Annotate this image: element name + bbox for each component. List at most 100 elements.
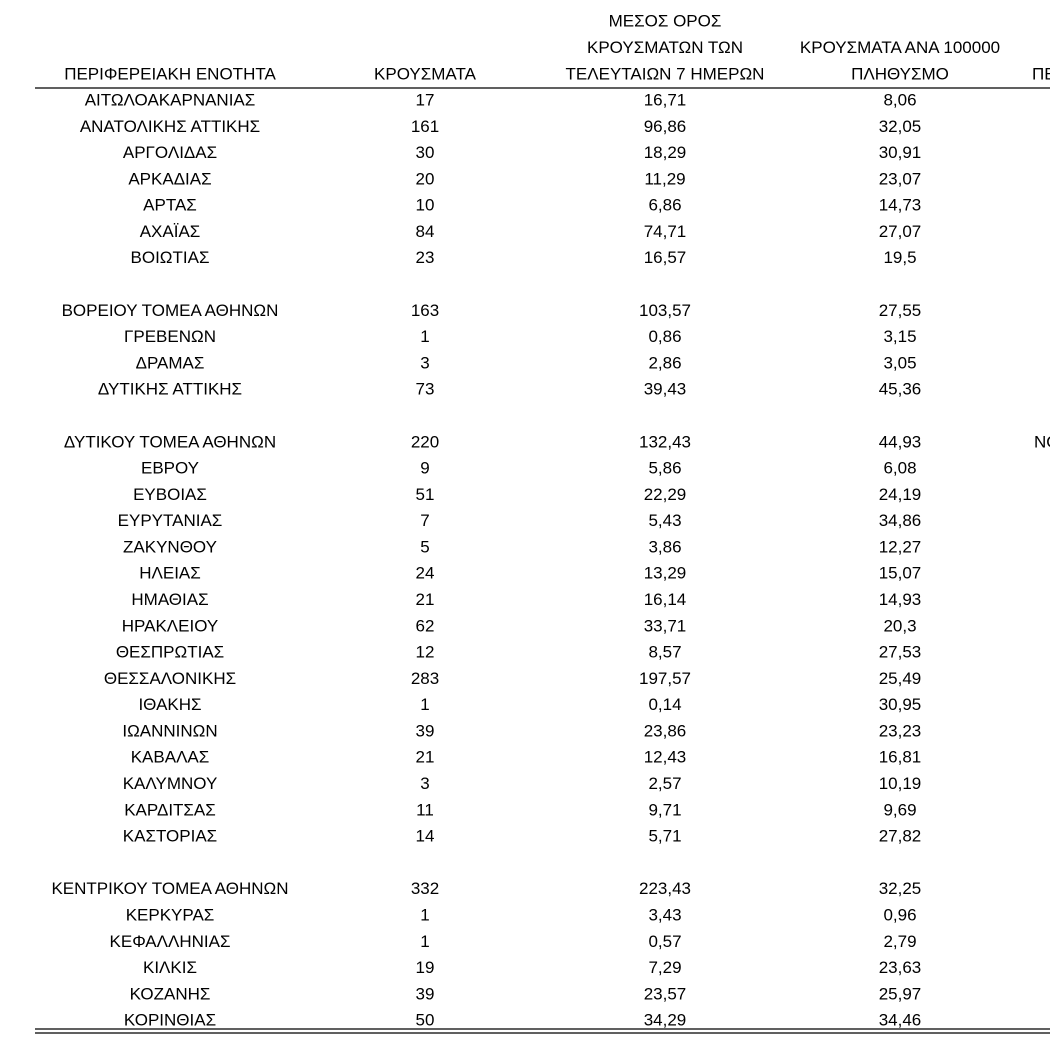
region-name: ΕΥΒΟΙΑΣ [133, 485, 207, 504]
cell: 17 [416, 90, 435, 109]
cell: 2,79 [883, 932, 916, 951]
cell: 16,57 [644, 248, 687, 267]
cell: 1 [420, 905, 429, 924]
cell: 7,29 [648, 958, 681, 977]
region-name: ΗΛΕΙΑΣ [139, 564, 201, 583]
cell: 39 [416, 721, 435, 740]
region-name: ΚΟΡΙΝΘΙΑΣ [124, 1011, 216, 1030]
cell: 2,86 [648, 353, 681, 372]
cell: 33,71 [644, 616, 687, 635]
region-name: ΑΡΓΟΛΙΔΑΣ [123, 143, 217, 162]
region-name: ΘΕΣΣΑΛΟΝΙΚΗΣ [104, 669, 236, 688]
cell: 27,07 [879, 222, 922, 241]
cell: 0,86 [648, 327, 681, 346]
cell: 5 [420, 537, 429, 556]
cell: 9,71 [648, 800, 681, 819]
cell: 30,95 [879, 695, 922, 714]
cell: 283 [411, 669, 439, 688]
cell: 220 [411, 432, 439, 451]
cell: 0,14 [648, 695, 681, 714]
cell: 18,29 [644, 143, 687, 162]
cell: 0,57 [648, 932, 681, 951]
cell: 7 [420, 511, 429, 530]
cell: 30 [416, 143, 435, 162]
cell: 1 [420, 695, 429, 714]
cell: 50 [416, 1011, 435, 1030]
cell: 9,69 [883, 800, 916, 819]
cell: 1 [420, 932, 429, 951]
region-name: ΑΡΚΑΔΙΑΣ [128, 169, 211, 188]
region-name: ΙΩΑΝΝΙΝΩΝ [122, 721, 217, 740]
cell: 23,57 [644, 984, 687, 1003]
cell: 24,19 [879, 485, 922, 504]
cell: 3 [420, 353, 429, 372]
header-cell: ΤΕΛΕΥΤΑΙΩΝ 7 ΗΜΕΡΩΝ [566, 64, 765, 83]
cell: 11 [416, 800, 434, 819]
cell: 23 [416, 248, 435, 267]
cell: 5,71 [648, 827, 681, 846]
cell: 25,97 [879, 984, 922, 1003]
cell: 132,43 [639, 432, 691, 451]
region-name: ΔΡΑΜΑΣ [136, 353, 205, 372]
region-name: ΚΕΝΤΡΙΚΟΥ ΤΟΜΕΑ ΑΘΗΝΩΝ [51, 879, 288, 898]
region-name: ΔΥΤΙΚΟΥ ΤΟΜΕΑ ΑΘΗΝΩΝ [64, 432, 276, 451]
cell: 27,53 [879, 643, 922, 662]
cell: 23,86 [644, 721, 687, 740]
cell: 51 [416, 485, 435, 504]
cell: 3,15 [883, 327, 916, 346]
header-cell: ΚΡΟΥΣΜΑΤΩΝ ΤΩΝ [587, 38, 743, 57]
cell: 19 [416, 958, 435, 977]
region-name: ΚΕΦΑΛΛΗΝΙΑΣ [110, 932, 231, 951]
cell: 15,07 [879, 564, 922, 583]
region-name: ΙΘΑΚΗΣ [138, 695, 201, 714]
cell: 0,96 [883, 905, 916, 924]
cell: 6,86 [648, 196, 681, 215]
cell: 21 [416, 590, 435, 609]
region-name: ΚΑΛΥΜΝΟΥ [123, 774, 218, 793]
cell: 21 [416, 748, 435, 767]
cell: 14 [416, 827, 435, 846]
region-name: ΚΑΒΑΛΑΣ [131, 748, 210, 767]
region-name: ΑΝΑΤΟΛΙΚΗΣ ΑΤΤΙΚΗΣ [80, 117, 260, 136]
cell: 44,93 [879, 432, 922, 451]
cell: 332 [411, 879, 439, 898]
header-cell: ΚΡΟΥΣΜΑΤΑ [374, 64, 477, 83]
cell: 34,29 [644, 1011, 687, 1030]
cell: 103,57 [639, 301, 691, 320]
cell: 5,43 [648, 511, 681, 530]
region-name: ΕΥΡΥΤΑΝΙΑΣ [118, 511, 223, 530]
cell: 74,71 [644, 222, 687, 241]
region-name: ΗΡΑΚΛΕΙΟΥ [122, 616, 218, 635]
region-name: ΚΕΡΚΥΡΑΣ [126, 905, 215, 924]
region-name: ΚΑΣΤΟΡΙΑΣ [123, 827, 217, 846]
cell: 8,57 [648, 643, 681, 662]
cell: 23,07 [879, 169, 922, 188]
cell: 10,19 [879, 774, 922, 793]
cell: 27,82 [879, 827, 922, 846]
cell: 27,55 [879, 301, 922, 320]
cell: 96,86 [644, 117, 687, 136]
cell: 73 [416, 380, 435, 399]
region-name: ΑΧΑΪΑΣ [140, 222, 201, 241]
cell: 32,25 [879, 879, 922, 898]
header-cell: ΠΕΡΙΦΕΡΕΙΑΚΗ ΕΝΟΤΗΤΑ [64, 64, 276, 83]
cell: 3,05 [883, 353, 916, 372]
cell: 3,43 [648, 905, 681, 924]
cell: 39,43 [644, 380, 687, 399]
region-name: ΚΟΖΑΝΗΣ [130, 984, 211, 1003]
cell: 5,86 [648, 459, 681, 478]
region-name: ΗΜΑΘΙΑΣ [131, 590, 208, 609]
cell: 32,05 [879, 117, 922, 136]
cell: 13,29 [644, 564, 687, 583]
cell: 197,57 [639, 669, 691, 688]
cell: 45,36 [879, 380, 922, 399]
region-name: ΚΙΛΚΙΣ [143, 958, 197, 977]
cell: 39 [416, 984, 435, 1003]
cell: 20,3 [883, 616, 916, 635]
region-name: ΓΡΕΒΕΝΩΝ [124, 327, 216, 346]
cell: 16,71 [644, 90, 687, 109]
cell: 9 [420, 459, 429, 478]
cell: 25,49 [879, 669, 922, 688]
